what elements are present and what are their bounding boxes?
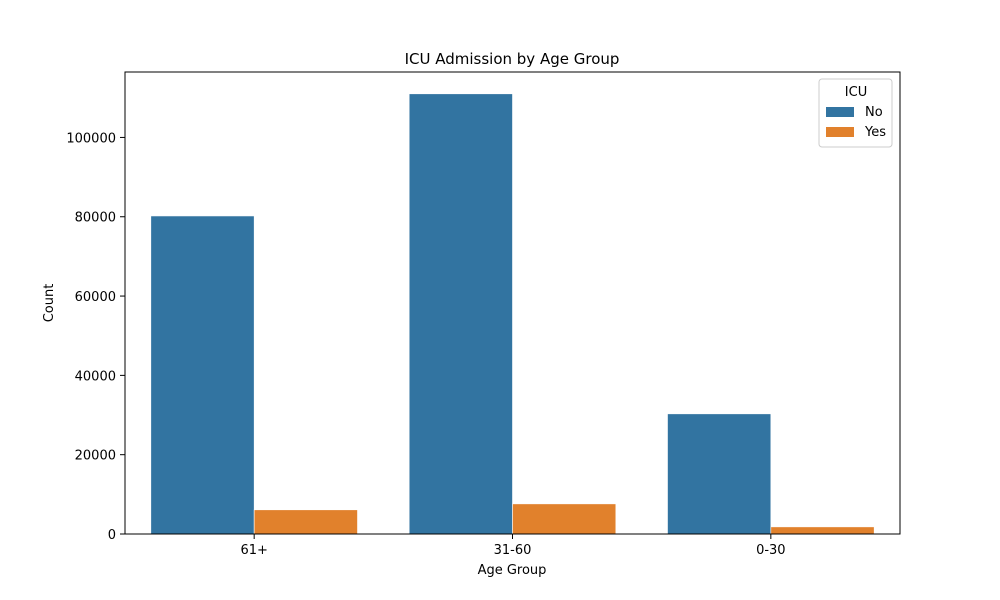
x-tick-label: 31-60 (494, 543, 532, 558)
legend-title: ICU (845, 85, 867, 100)
x-axis-ticks: 61+ 31-60 0-30 (240, 534, 786, 558)
bar-no-31-60 (408, 93, 513, 535)
chart-title: ICU Admission by Age Group (405, 50, 620, 68)
bar-no-0-30 (667, 413, 772, 535)
legend-swatch-yes (826, 127, 854, 137)
bars-group (150, 93, 875, 535)
legend-swatch-no (826, 107, 854, 117)
bar-yes-61+ (253, 509, 358, 535)
x-tick-label: 0-30 (756, 543, 786, 558)
bar-yes-0-30 (770, 526, 875, 535)
x-tick-label: 61+ (240, 543, 267, 558)
y-tick-label: 80000 (75, 211, 116, 226)
y-tick-label: 0 (108, 528, 116, 543)
x-axis-label: Age Group (478, 563, 547, 578)
legend: ICU No Yes (818, 78, 893, 148)
y-tick-label: 20000 (75, 449, 116, 464)
y-tick-label: 40000 (75, 369, 116, 384)
plot-frame (124, 71, 901, 535)
y-tick-label: 60000 (75, 290, 116, 305)
y-axis-ticks: 0 20000 40000 60000 80000 100000 (66, 131, 125, 543)
y-axis-label: Count (42, 284, 57, 323)
legend-label-yes: Yes (864, 125, 886, 140)
legend-label-no: No (865, 105, 883, 120)
bar-no-61+ (150, 215, 255, 535)
y-tick-label: 100000 (66, 131, 116, 146)
bar-yes-31-60 (512, 503, 617, 535)
